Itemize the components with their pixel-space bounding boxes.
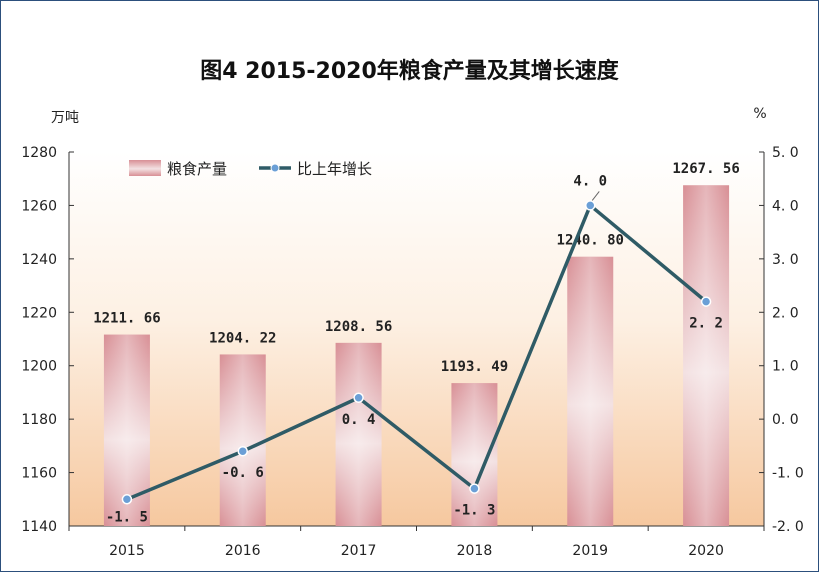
growth-point	[469, 483, 480, 494]
bar-data-label: 1204. 22	[209, 330, 276, 346]
bar-highlight	[683, 185, 730, 526]
bar-highlight	[567, 256, 614, 526]
right-tick-label: -1. 0	[772, 466, 804, 482]
x-tick-label: 2016	[225, 543, 261, 559]
growth-point-label: 4. 0	[573, 173, 607, 189]
legend-line-label: 比上年增长	[297, 160, 372, 178]
x-tick-label: 2017	[341, 543, 377, 559]
right-tick-label: 2. 0	[772, 305, 799, 321]
growth-point	[700, 296, 712, 307]
chart-title: 图4 2015-2020年粮食产量及其增长速度	[200, 59, 619, 84]
growth-point	[353, 392, 364, 404]
right-tick-label: 3. 0	[772, 252, 799, 268]
growth-point-label: -0. 6	[222, 465, 264, 481]
bar-highlight	[219, 354, 266, 526]
x-tick-label: 2019	[572, 543, 608, 559]
bar-data-label: 1211. 66	[93, 311, 160, 327]
legend-bar-label: 粮食产量	[167, 160, 227, 178]
left-axis-unit: 万吨	[51, 110, 79, 126]
growth-point	[237, 445, 248, 457]
right-tick-label: 0. 0	[772, 412, 799, 428]
growth-point-label: -1. 3	[453, 503, 495, 519]
growth-point-label: 2. 2	[689, 316, 723, 332]
growth-point	[585, 200, 596, 211]
bar-data-label: 1208. 56	[325, 319, 392, 335]
bar-highlight	[335, 342, 382, 526]
left-tick-label: 1200	[21, 359, 57, 375]
growth-point	[121, 494, 133, 505]
left-tick-label: 1160	[21, 466, 57, 482]
x-tick-label: 2015	[109, 543, 145, 559]
plot-background	[69, 152, 764, 526]
legend-bar-swatch	[129, 160, 161, 176]
left-tick-label: 1260	[21, 198, 57, 214]
right-tick-label: 1. 0	[772, 359, 799, 375]
growth-point-label: 0. 4	[342, 412, 376, 428]
growth-line	[126, 203, 708, 501]
x-tick-label: 2018	[457, 543, 493, 559]
label-leader-line	[591, 191, 600, 201]
left-tick-label: 1240	[21, 252, 57, 268]
bar-data-label: 1267. 56	[672, 161, 739, 177]
bar-data-label: 1193. 49	[441, 359, 508, 375]
left-tick-label: 1180	[21, 412, 57, 428]
right-tick-label: -2. 0	[772, 519, 804, 535]
bar-data-label: 1240. 80	[557, 233, 624, 249]
growth-point-label: -1. 5	[106, 509, 148, 525]
left-tick-label: 1280	[21, 145, 57, 161]
right-tick-label: 5. 0	[772, 145, 799, 161]
right-tick-label: 4. 0	[772, 198, 799, 214]
legend-line-marker	[270, 163, 280, 173]
left-tick-label: 1220	[21, 305, 57, 321]
left-tick-label: 1140	[21, 519, 57, 535]
x-tick-label: 2020	[688, 543, 724, 559]
right-axis-unit: %	[753, 106, 766, 122]
